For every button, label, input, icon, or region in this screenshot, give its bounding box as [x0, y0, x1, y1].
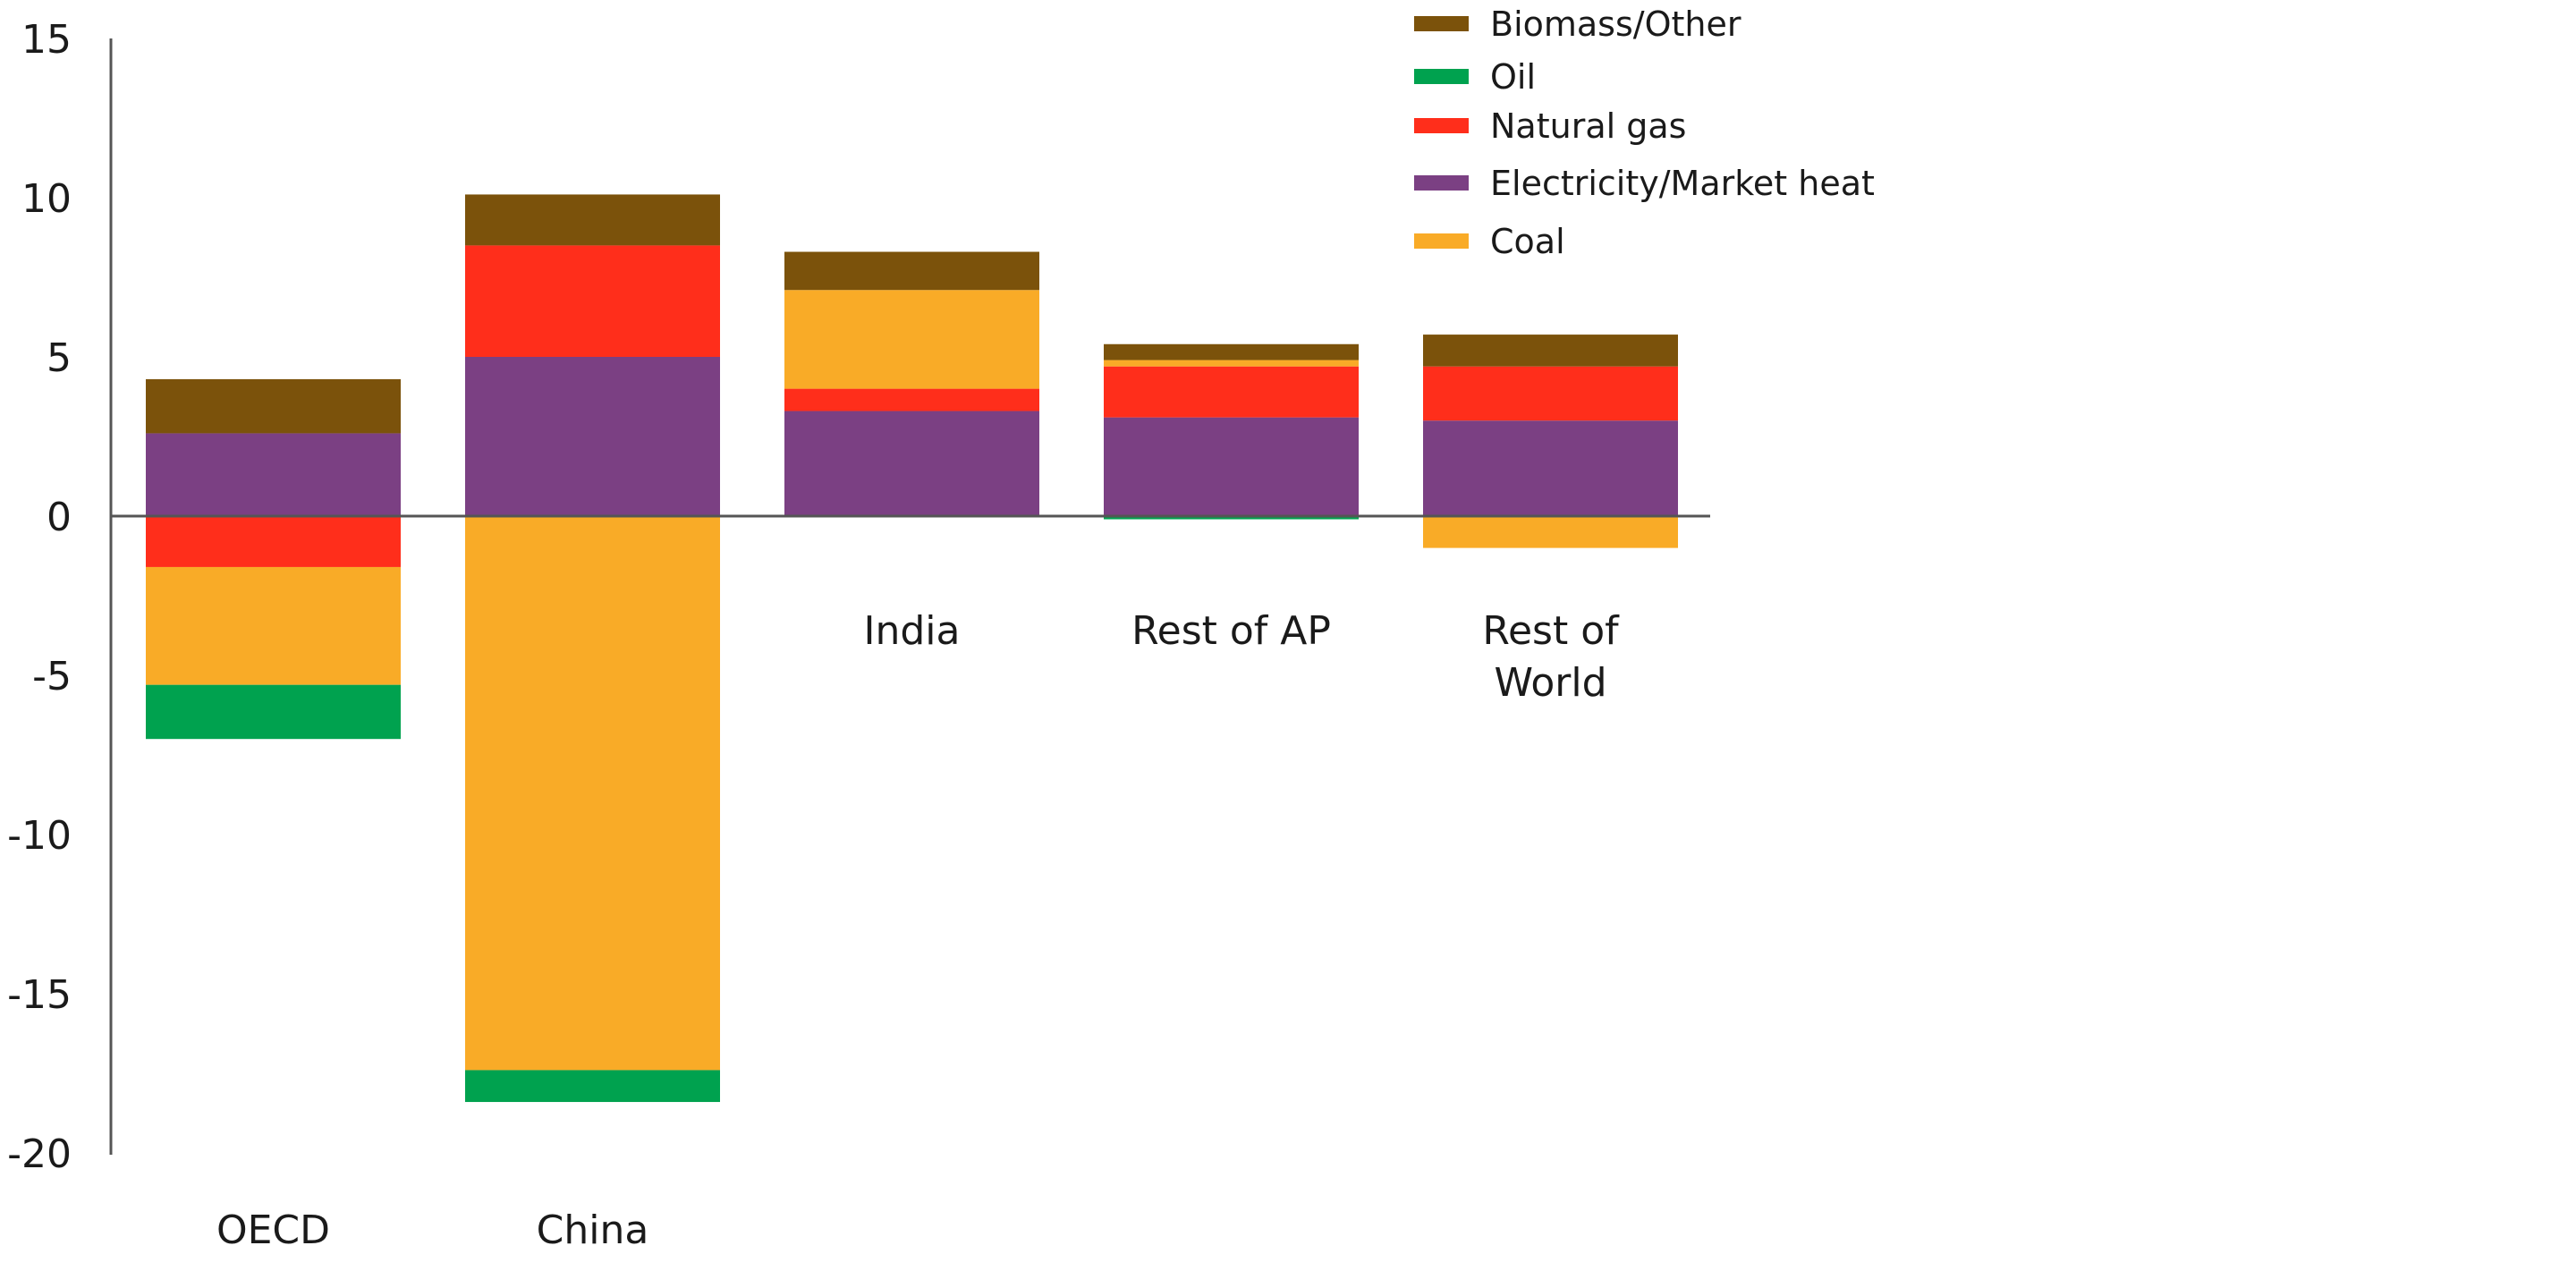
- legend-swatch-biomass-other: [1414, 16, 1469, 31]
- axes-group: [109, 38, 1710, 1155]
- category-label-india: India: [864, 608, 961, 654]
- bar-rest-of-ap-electricity-market-heat: [1104, 417, 1359, 516]
- bar-rest-of-world-coal: [1423, 516, 1678, 548]
- y-tick-label-minus-10: -10: [7, 813, 72, 859]
- bar-china-biomass-other: [465, 194, 720, 246]
- legend-swatch-electricity-market-heat: [1414, 175, 1469, 191]
- legend-item-natural-gas: Natural gas: [1414, 106, 1686, 146]
- category-label-rest-of-ap: Rest of AP: [1131, 608, 1331, 654]
- legend-label-electricity-market-heat: Electricity/Market heat: [1490, 164, 1875, 203]
- bar-china-natural-gas: [465, 245, 720, 357]
- legend: Biomass/Other Oil Natural gas Electricity/M…: [1414, 4, 1875, 261]
- category-label-china: China: [537, 1207, 649, 1253]
- bar-oecd-coal: [146, 566, 401, 685]
- bar-oecd-natural-gas: [146, 516, 401, 567]
- legend-label-coal: Coal: [1490, 222, 1565, 261]
- y-tick-label-0: 0: [47, 495, 72, 540]
- bar-india-biomass-other: [784, 251, 1039, 291]
- legend-label-natural-gas: Natural gas: [1490, 106, 1686, 146]
- y-tick-label-5: 5: [47, 335, 72, 381]
- category-label-rest-of-world: Rest of World: [1482, 608, 1620, 706]
- category-label-oecd: OECD: [216, 1207, 330, 1253]
- bar-india-electricity-market-heat: [784, 411, 1039, 516]
- legend-label-oil: Oil: [1490, 57, 1536, 97]
- bar-china-oil: [465, 1070, 720, 1103]
- legend-swatch-coal: [1414, 233, 1469, 249]
- y-tick-labels: 15 10 5 0 -5 -10 -15 -20: [7, 17, 72, 1177]
- bar-rest-of-ap-coal: [1104, 360, 1359, 367]
- legend-swatch-oil: [1414, 69, 1469, 84]
- y-tick-label-10: 10: [21, 176, 72, 222]
- legend-label-biomass-other: Biomass/Other: [1490, 4, 1741, 44]
- bar-china-electricity-market-heat: [465, 357, 720, 516]
- y-tick-label-15: 15: [21, 17, 72, 63]
- bar-rest-of-world-natural-gas: [1423, 366, 1678, 421]
- bar-oecd-electricity-market-heat: [146, 433, 401, 516]
- y-tick-label-minus-20: -20: [7, 1131, 72, 1177]
- bar-oecd-oil: [146, 684, 401, 740]
- y-tick-label-minus-15: -15: [7, 972, 72, 1018]
- bar-rest-of-ap-biomass-other: [1104, 343, 1359, 360]
- bar-china-coal: [465, 516, 720, 1071]
- legend-item-electricity-market-heat: Electricity/Market heat: [1414, 164, 1875, 203]
- bar-rest-of-world-electricity-market-heat: [1423, 420, 1678, 516]
- category-labels: OECD China India Rest of AP Rest of World: [216, 608, 1620, 1253]
- bar-rest-of-world-biomass-other: [1423, 335, 1678, 367]
- bar-india-natural-gas: [784, 388, 1039, 411]
- bar-rest-of-ap-natural-gas: [1104, 366, 1359, 418]
- legend-swatch-natural-gas: [1414, 118, 1469, 133]
- legend-item-coal: Coal: [1414, 222, 1565, 261]
- legend-item-oil: Oil: [1414, 57, 1536, 97]
- bars-group: [146, 194, 1678, 1103]
- bar-india-coal: [784, 290, 1039, 389]
- bar-rest-of-ap-oil: [1104, 516, 1359, 520]
- y-tick-label-minus-5: -5: [32, 654, 72, 699]
- bar-oecd-biomass-other: [146, 378, 401, 434]
- legend-item-biomass-other: Biomass/Other: [1414, 4, 1741, 44]
